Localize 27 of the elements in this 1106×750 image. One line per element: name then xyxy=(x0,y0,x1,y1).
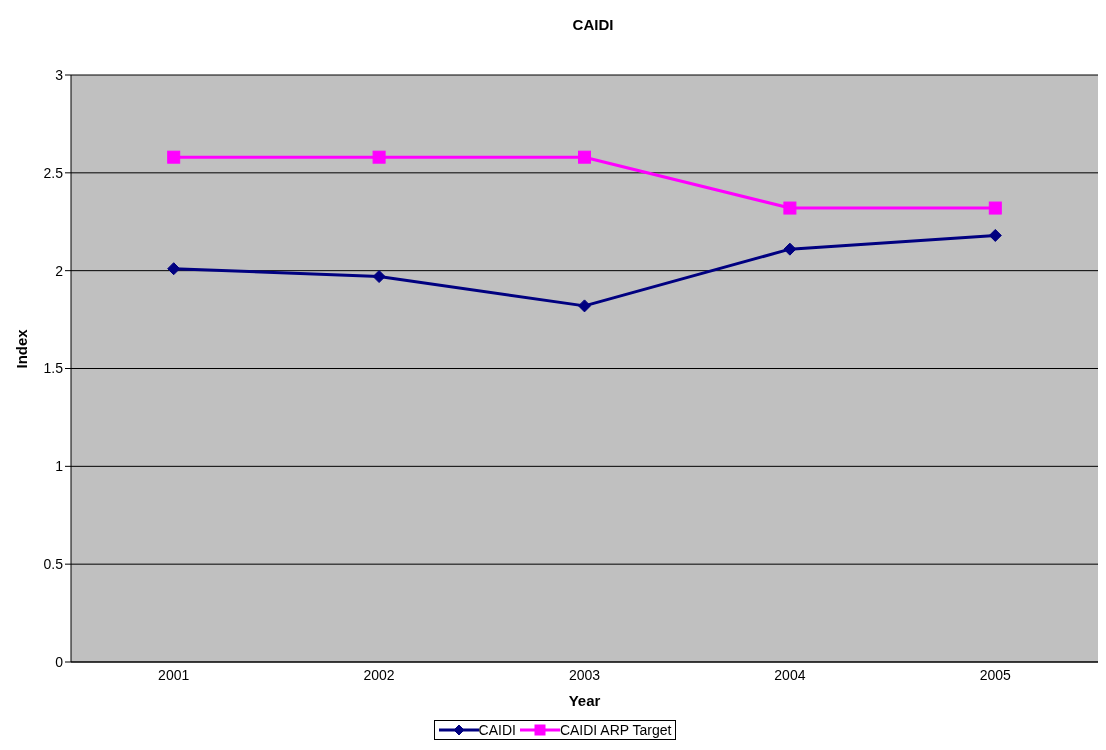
x-tick-label: 2001 xyxy=(158,666,190,683)
y-tick-label: 0.5 xyxy=(43,556,64,573)
x-tick-label: 2003 xyxy=(568,666,601,683)
point xyxy=(578,150,591,164)
y-tick-label: 1 xyxy=(55,458,64,475)
y-tick-label: 2.5 xyxy=(43,164,64,181)
legend-label: CAIDI ARP Target xyxy=(559,722,672,738)
point xyxy=(372,270,386,284)
y-tick-label: 2 xyxy=(55,262,64,279)
point xyxy=(783,242,797,256)
y-tick-label: 1.5 xyxy=(43,360,64,377)
point xyxy=(167,262,181,276)
x-axis-title: Year xyxy=(568,692,601,709)
y-tick-label: 0 xyxy=(55,653,64,670)
point xyxy=(988,201,1002,215)
x-tick-label: 2004 xyxy=(774,666,806,683)
point xyxy=(372,150,386,164)
point xyxy=(783,201,797,215)
y-tick-label: 3 xyxy=(55,66,64,83)
chart-title: CAIDI xyxy=(571,16,615,33)
point xyxy=(167,150,181,164)
point xyxy=(988,228,1002,242)
legend-label: CAIDI xyxy=(478,722,516,738)
y-axis-title: Index xyxy=(13,328,31,369)
x-tick-label: 2005 xyxy=(979,666,1012,683)
x-tick-label: 2002 xyxy=(363,666,395,683)
point xyxy=(578,299,591,313)
